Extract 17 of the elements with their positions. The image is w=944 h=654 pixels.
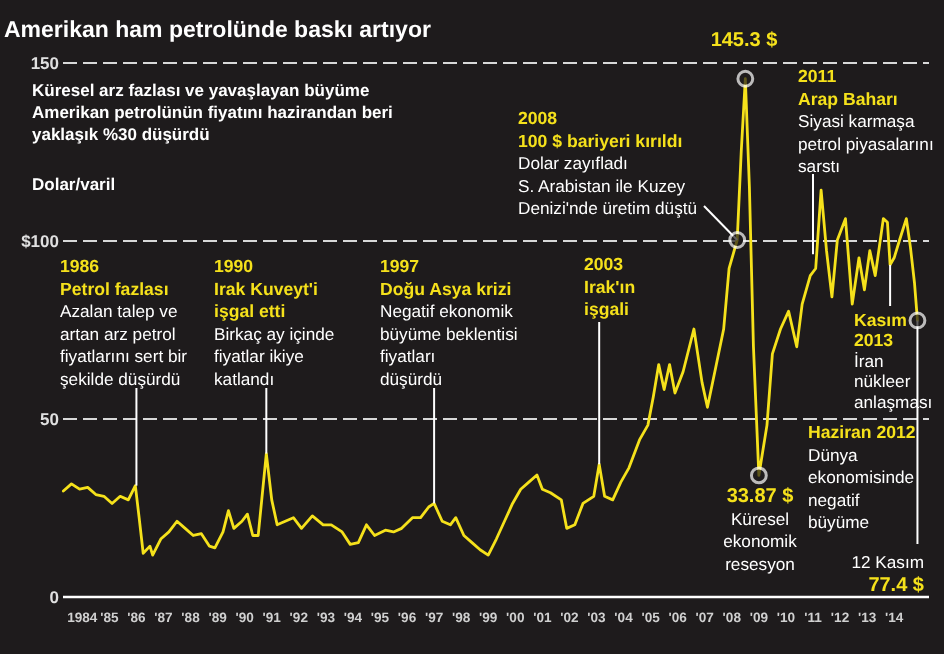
- annotation: 33.87 $ Küresel ekonomik resesyon: [723, 486, 799, 574]
- y-tick-label: 0: [49, 587, 60, 607]
- annotation: 12 Kasım 77.4 $: [851, 552, 925, 597]
- annotation: 2003 Irak'ın işgali: [584, 254, 636, 320]
- annotation: 1986 Petrol fazlası Azalan talep ve artan arz petrol fiyatlarını sert bir şekilde düşürdü: [60, 256, 188, 389]
- annotation: 1990 Irak Kuveyt'i işgal etti Birkaç ay içinde fiyatlar ikiye katlandı: [214, 256, 335, 389]
- chart-title: Amerikan ham petrolünde baskı artıyor: [4, 19, 432, 43]
- text: Küresel arz fazlası ve yavaşlayan büyüme Amerikan petrolünün fiyatını hazirandan beri yaklaşık %30 düşürdü: [32, 80, 393, 144]
- annotation: 2008 100 $ bariyeri kırıldı Dolar zayıfladı S. Arabistan ile Kuzey Denizi'nde üretim düştü: [518, 108, 698, 219]
- y-tick-label: $100: [21, 231, 60, 251]
- y-axis-title: Dolar/varil: [32, 174, 116, 194]
- annotation: Haziran 2012 Dünya ekonomisinde negatif büyüme: [808, 422, 916, 533]
- y-tick-label: 150: [30, 53, 60, 73]
- y-tick-label: 50: [40, 409, 60, 429]
- annotation: 2011 Arap Baharı Siyasi karmaşa petrol piyasalarını sarstı: [798, 66, 934, 177]
- annotation: 145.3 $: [710, 30, 779, 52]
- annotation: 1997 Doğu Asya krizi Negatif ekonomik büyüme beklentisi fiyatları düşürdü: [380, 256, 518, 389]
